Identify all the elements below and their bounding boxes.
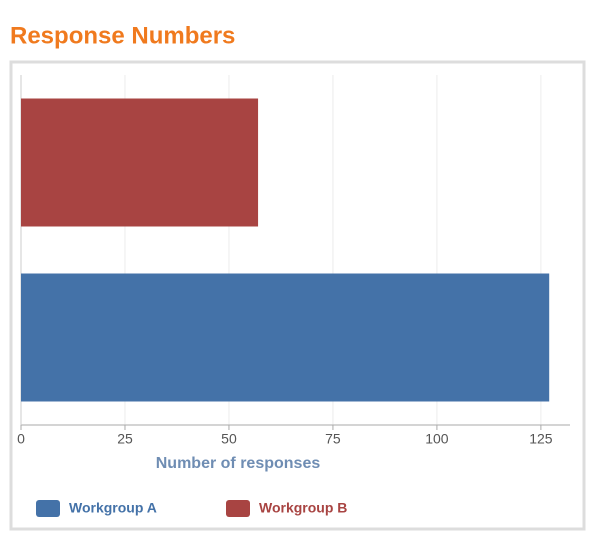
chart-frame — [9, 60, 586, 531]
legend-swatch — [226, 500, 250, 517]
x-tick-label: 125 — [529, 431, 553, 447]
x-tick-label: 0 — [17, 431, 25, 447]
legend-label: Workgroup A — [69, 500, 157, 516]
x-tick-label: 75 — [325, 431, 341, 447]
x-tick-label: 100 — [425, 431, 449, 447]
bar — [21, 273, 550, 402]
x-axis-label: Number of responses — [156, 455, 321, 472]
bar — [21, 98, 259, 227]
x-tick-label: 50 — [221, 431, 237, 447]
legend-label: Workgroup B — [259, 500, 347, 516]
legend-swatch — [36, 500, 60, 517]
x-tick-label: 25 — [117, 431, 133, 447]
chart-title: Response Numbers — [10, 22, 235, 49]
